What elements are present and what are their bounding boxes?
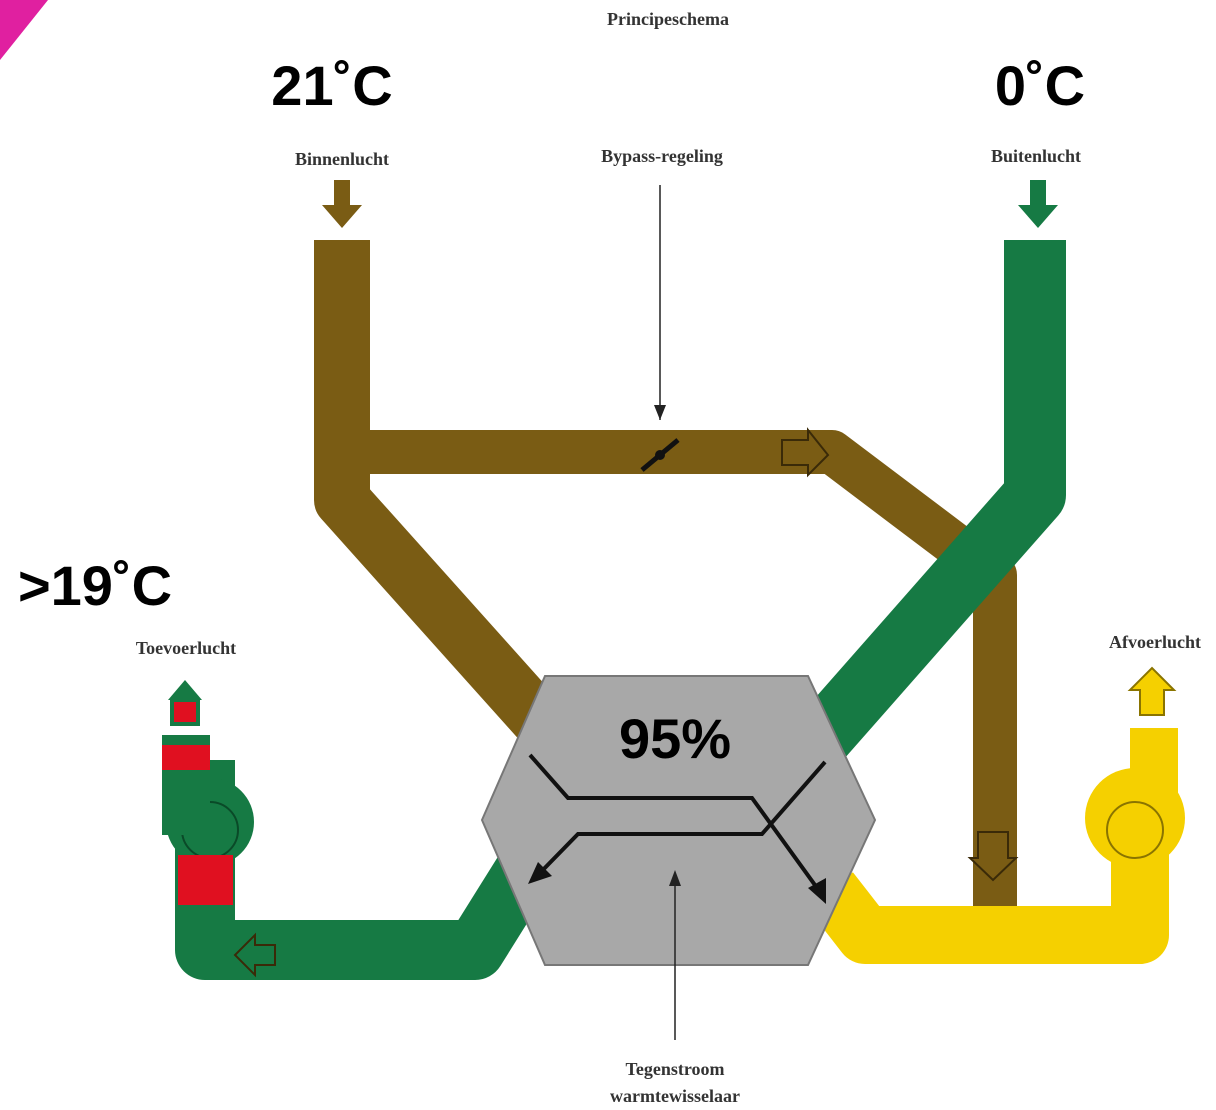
label: Afvoerlucht [1109, 632, 1201, 652]
arrow-head [808, 878, 826, 904]
red-band [170, 698, 200, 726]
temp-supply: >19˚C [18, 554, 172, 617]
leader-head [669, 870, 681, 886]
label: Binnenlucht [295, 149, 389, 169]
exhaust-duct [807, 820, 1169, 964]
label: Buitenlucht [991, 146, 1081, 166]
outdoor-arrow [1018, 180, 1058, 228]
outdoor-duct [791, 240, 1066, 766]
exhaust-outlet [1130, 728, 1178, 808]
heat-exchanger [480, 675, 877, 966]
bypass-duct [342, 430, 1017, 908]
leader-head [654, 405, 666, 420]
exchanger-path [528, 753, 822, 894]
valve-pivot [655, 450, 665, 460]
exchanger-path [533, 760, 827, 880]
red-band [178, 855, 233, 905]
label: Tegenstroom [626, 1059, 725, 1079]
efficiency: 95% [619, 707, 731, 770]
flow-arrow [967, 831, 1019, 882]
label: Bypass-regeling [601, 146, 723, 166]
flow-arrow [233, 932, 276, 978]
label: warmtewisselaar [610, 1086, 740, 1106]
indoor-arrow [322, 180, 362, 228]
title: Principeschema [607, 9, 729, 29]
temp-outdoor: 0˚C [995, 54, 1085, 117]
flow-arrow [781, 427, 830, 478]
label: Toevoerlucht [136, 638, 236, 658]
supply-arrow [168, 680, 202, 700]
red-band [162, 745, 210, 770]
temp-indoor: 21˚C [271, 54, 392, 117]
arrow-head [528, 862, 552, 884]
supply-duct [175, 760, 551, 980]
fan-ring [1106, 801, 1164, 859]
indoor-duct [314, 240, 569, 749]
corner-mark [0, 0, 48, 60]
exhaust-arrow [1127, 666, 1177, 716]
